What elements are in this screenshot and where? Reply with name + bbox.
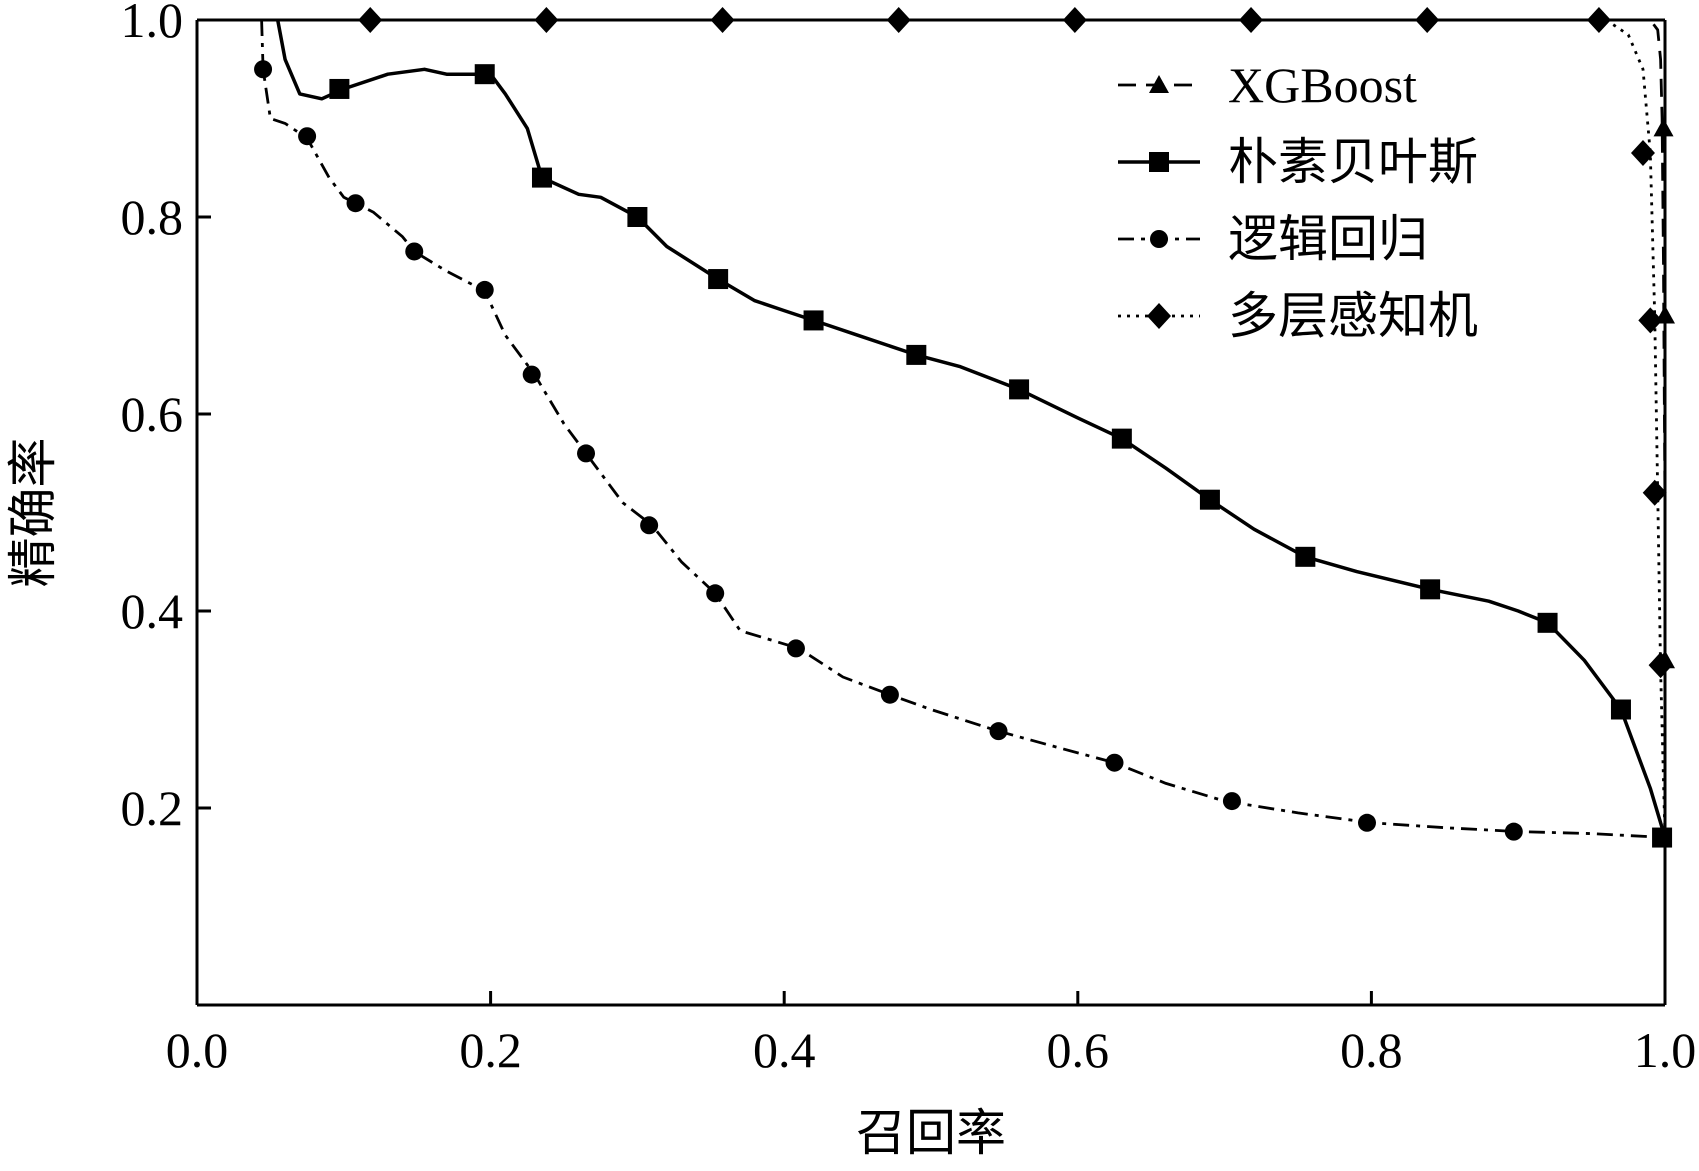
data-point (531, 167, 552, 188)
data-point (1199, 489, 1220, 510)
y-tick-labels: 0.2 0.4 0.6 0.8 1.0 (121, 0, 184, 836)
legend-label: 朴素贝叶斯 (1228, 134, 1478, 190)
data-point (710, 7, 735, 33)
data-point (1586, 7, 1611, 33)
x-axis-title: 召回率 (856, 1105, 1006, 1161)
series-3 (254, 19, 1666, 841)
y-tick-label: 1.0 (121, 0, 184, 48)
y-axis-title: 精确率 (5, 438, 61, 588)
legend-label: 多层感知机 (1228, 288, 1478, 344)
data-point (1295, 546, 1316, 567)
data-point (1630, 139, 1655, 166)
x-tick-label: 0.6 (1047, 1022, 1110, 1078)
data-point (627, 207, 648, 227)
data-point (708, 269, 729, 290)
x-tick-label: 1.0 (1634, 1022, 1697, 1078)
data-point (405, 242, 424, 261)
data-point (886, 7, 911, 33)
x-tick-labels: 0.0 0.2 0.4 0.6 0.8 1.0 (166, 1022, 1697, 1078)
series-layer (254, 7, 1675, 848)
data-point (1062, 7, 1087, 33)
data-point (1239, 7, 1264, 33)
data-point (1420, 579, 1441, 600)
data-point (1652, 827, 1673, 848)
data-point (906, 344, 927, 365)
x-tick-label: 0.2 (459, 1022, 522, 1078)
legend-marker (1149, 75, 1169, 93)
legend-marker (1147, 303, 1171, 329)
data-point (474, 64, 495, 85)
x-tick-label: 0.8 (1340, 1022, 1403, 1078)
data-point (1111, 428, 1132, 449)
y-tick-label: 0.8 (121, 189, 184, 245)
x-tick-label: 0.4 (753, 1022, 816, 1078)
data-point (706, 584, 725, 603)
data-point (577, 444, 596, 463)
data-point (1357, 813, 1376, 832)
y-tick-label: 0.4 (121, 583, 184, 639)
data-point (1415, 7, 1440, 33)
data-point (1610, 699, 1631, 720)
y-tick-label: 0.6 (121, 386, 184, 442)
y-tick-label: 0.2 (121, 780, 184, 836)
data-point (1105, 753, 1124, 772)
data-point (1642, 479, 1667, 506)
data-point (1648, 652, 1673, 679)
legend-label: 逻辑回归 (1228, 211, 1428, 267)
legend-marker (1150, 230, 1168, 248)
data-point (358, 7, 383, 33)
data-point (298, 127, 317, 146)
data-point (534, 7, 559, 33)
series-4 (255, 7, 1673, 838)
data-point (1504, 822, 1523, 841)
legend-label: XGBoost (1228, 57, 1417, 113)
data-point (1009, 379, 1030, 400)
data-point (329, 78, 350, 99)
data-point (640, 516, 659, 535)
data-point (254, 60, 273, 79)
x-tick-label: 0.0 (166, 1022, 229, 1078)
data-point (1222, 792, 1241, 811)
data-point (1653, 118, 1674, 137)
data-point (522, 365, 541, 384)
series-2 (275, 19, 1673, 848)
data-point (880, 685, 899, 704)
data-point (803, 310, 824, 331)
data-point (1537, 612, 1558, 633)
series-line (255, 18, 1667, 838)
data-point (786, 639, 805, 658)
series-line (255, 18, 1667, 838)
data-point (1638, 307, 1663, 334)
data-point (475, 280, 494, 299)
legend-marker (1149, 152, 1169, 172)
data-point (346, 194, 365, 213)
data-point (989, 722, 1008, 741)
